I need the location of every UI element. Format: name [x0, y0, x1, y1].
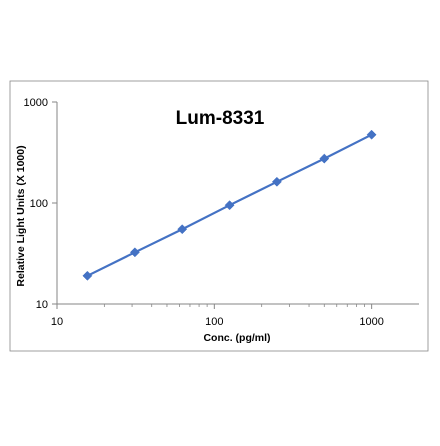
data-point [82, 270, 93, 281]
data-point [366, 129, 377, 140]
x-tick-label: 10 [51, 316, 63, 328]
chart-area-border [9, 80, 429, 352]
data-point [129, 247, 140, 258]
data-point [271, 176, 282, 187]
chart-title: Lum-8331 [176, 108, 265, 129]
x-tick-label: 1000 [359, 316, 383, 328]
y-tick-label: 10 [36, 299, 48, 311]
series-layer [82, 129, 377, 281]
y-ticks: 10 100 1000 [24, 97, 57, 311]
y-tick-label: 100 [30, 198, 48, 210]
data-point [319, 153, 330, 164]
x-axis-label: Conc. (pg/ml) [203, 332, 270, 344]
x-tick-label: 100 [205, 316, 223, 328]
x-ticks: 10 100 1000 [51, 304, 384, 328]
y-axis-label: Relative Light Units (X 1000) [15, 145, 27, 286]
y-tick-label: 1000 [24, 97, 48, 109]
data-point [177, 224, 188, 235]
data-point [224, 200, 235, 211]
